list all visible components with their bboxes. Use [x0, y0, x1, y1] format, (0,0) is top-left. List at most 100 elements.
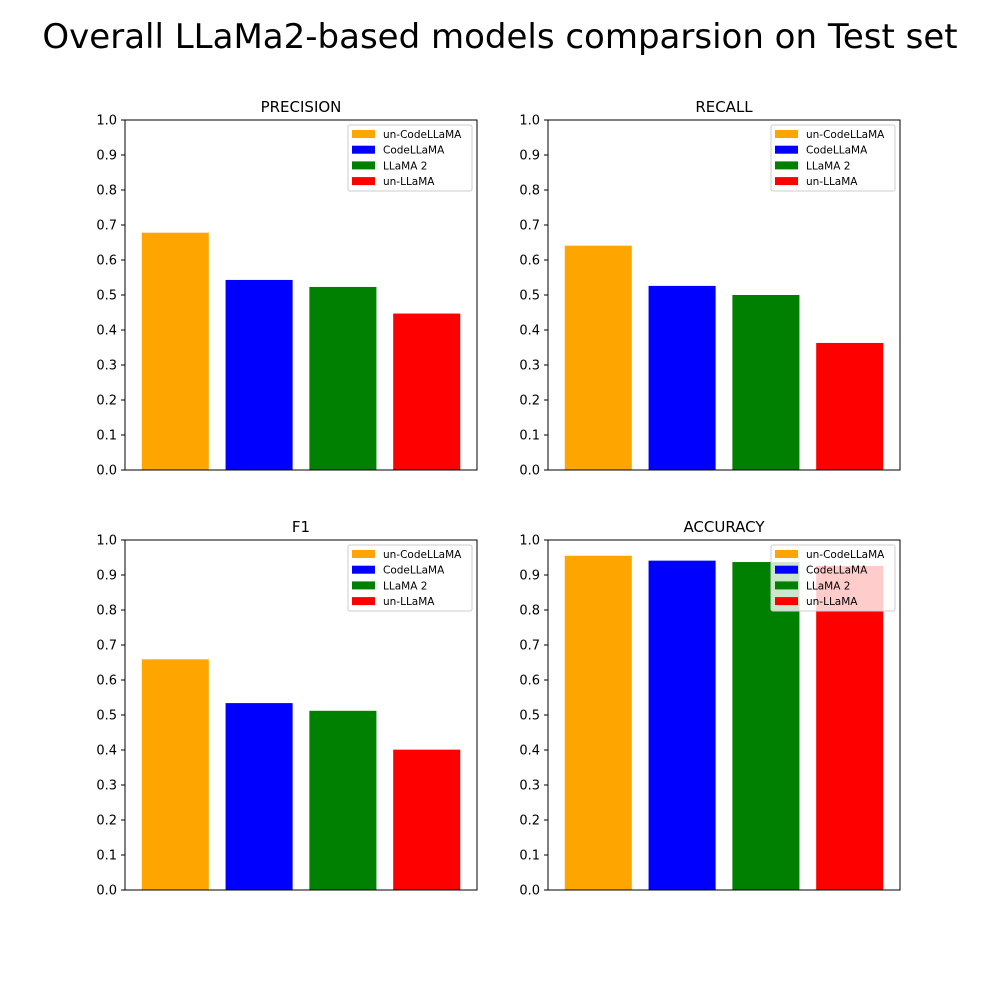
legend-label: CodeLLaMA — [806, 145, 868, 157]
y-tick-label: 0.1 — [96, 849, 117, 864]
legend-label: CodeLLaMA — [383, 145, 445, 157]
subplot-grid: PRECISION 0.0 0.1 0.2 0.3 0.4 0.5 0.6 0.7 0.8 0.9 1… — [96, 98, 901, 899]
legend-label: LLaMA 2 — [806, 160, 850, 172]
y-tick-label: 0.3 — [519, 359, 540, 374]
legend-swatch — [775, 550, 798, 558]
bar-precision-3 — [309, 286, 377, 470]
y-tick-label: 0.7 — [96, 219, 117, 234]
y-tick-label: 0.4 — [96, 324, 117, 339]
legend-label: un-LLaMA — [806, 176, 858, 188]
y-tick-label: 0.3 — [96, 359, 117, 374]
legend-swatch — [352, 581, 375, 590]
legend-swatch — [775, 145, 798, 154]
subplot-title: ACCURACY — [683, 518, 765, 536]
y-tick-label: 0.9 — [96, 569, 117, 584]
legend-swatch — [352, 565, 375, 574]
y-tick-label: 0.5 — [519, 709, 540, 724]
y-tick-label: 0.0 — [519, 884, 540, 899]
axes-frame — [124, 119, 478, 471]
legend-label: un-CodeLLaMA — [806, 549, 885, 561]
legend-label: LLaMA 2 — [383, 580, 427, 592]
y-tick-label: 0.6 — [96, 254, 117, 269]
subplot-title: F1 — [292, 518, 310, 536]
subplot-title: RECALL — [695, 98, 753, 116]
legend-label: CodeLLaMA — [806, 565, 868, 577]
legend-label: un-CodeLLaMA — [383, 549, 462, 561]
y-tick-label: 0.4 — [96, 744, 117, 759]
legend-label: un-LLaMA — [806, 596, 858, 608]
bar-recall-1 — [564, 245, 632, 470]
legend-label: CodeLLaMA — [383, 565, 445, 577]
y-tick-label: 0.1 — [96, 429, 117, 444]
y-tick-label: 0.7 — [519, 639, 540, 654]
legend-swatch — [352, 130, 375, 138]
y-tick-label: 0.8 — [519, 184, 540, 199]
y-tick-label: 0.9 — [519, 149, 540, 164]
y-tick-label: 0.2 — [519, 394, 540, 409]
legend: un-CodeLLaMA CodeLLaMA LLaMA 2 un-LLaMA — [770, 544, 896, 612]
legend-label: un-CodeLLaMA — [383, 129, 462, 141]
bar-f1-4 — [393, 749, 461, 890]
subplot-f1: F1 0.0 0.1 0.2 0.3 0.4 0.5 0.6 0.7 0.8 0.9 1.0 un-Co… — [96, 518, 478, 899]
y-tick-label: 0.3 — [519, 779, 540, 794]
subplot-title: PRECISION — [261, 98, 342, 116]
y-tick-label: 1.0 — [519, 534, 540, 549]
y-tick-label: 0.2 — [96, 394, 117, 409]
y-tick-label: 1.0 — [96, 114, 117, 129]
y-tick-label: 0.9 — [519, 569, 540, 584]
bar-precision-4 — [393, 313, 461, 470]
axes-frame — [124, 539, 478, 891]
y-tick-label: 0.0 — [96, 464, 117, 479]
bar-precision-2 — [225, 279, 293, 470]
legend-label: LLaMA 2 — [383, 160, 427, 172]
y-tick-label: 0.5 — [96, 709, 117, 724]
legend-label: un-CodeLLaMA — [806, 129, 885, 141]
legend-frame — [770, 544, 896, 612]
legend: un-CodeLLaMA CodeLLaMA LLaMA 2 un-LLaMA — [347, 544, 473, 612]
y-tick-label: 0.3 — [96, 779, 117, 794]
legend-label: un-LLaMA — [383, 596, 435, 608]
legend-swatch — [775, 581, 798, 590]
legend-swatch — [352, 597, 375, 606]
bar-f1-2 — [225, 703, 293, 890]
y-tick-label: 0.5 — [519, 289, 540, 304]
y-tick-label: 0.1 — [519, 429, 540, 444]
bar-f1-3 — [309, 710, 377, 890]
y-tick-label: 0.6 — [96, 674, 117, 689]
legend-swatch — [775, 597, 798, 606]
y-tick-label: 0.7 — [96, 639, 117, 654]
y-tick-label: 0.7 — [519, 219, 540, 234]
legend-swatch — [775, 177, 798, 186]
legend-swatch — [775, 130, 798, 138]
subplot-accuracy: ACCURACY 0.0 0.1 0.2 0.3 0.4 0.5 0.6 0.7 0.8 0.9 1.… — [519, 518, 901, 899]
legend-label: un-LLaMA — [383, 176, 435, 188]
axes-frame — [547, 539, 901, 891]
y-tick-label: 0.0 — [96, 884, 117, 899]
y-tick-label: 0.8 — [96, 604, 117, 619]
legend-label: LLaMA 2 — [806, 580, 850, 592]
bar-accuracy-2 — [648, 560, 716, 890]
bar-f1-1 — [141, 659, 209, 890]
legend-swatch — [775, 161, 798, 170]
y-tick-label: 0.2 — [96, 814, 117, 829]
y-tick-label: 0.4 — [519, 324, 540, 339]
bar-accuracy-4 — [816, 565, 884, 890]
bar-accuracy-1 — [564, 555, 632, 890]
y-tick-label: 0.1 — [519, 849, 540, 864]
y-tick-label: 0.4 — [519, 744, 540, 759]
y-tick-label: 0.6 — [519, 254, 540, 269]
bar-recall-3 — [732, 295, 800, 470]
legend-swatch — [352, 161, 375, 170]
y-tick-label: 0.8 — [96, 184, 117, 199]
legend: un-CodeLLaMA CodeLLaMA LLaMA 2 un-LLaMA — [770, 124, 896, 192]
subplot-recall: RECALL 0.0 0.1 0.2 0.3 0.4 0.5 0.6 0.7 0.8 0.9 1.0 u… — [519, 98, 901, 479]
legend-swatch — [352, 550, 375, 558]
y-tick-label: 1.0 — [519, 114, 540, 129]
bar-accuracy-3 — [732, 562, 800, 890]
figure-title: Overall LLaMa2-based models comparsion o… — [42, 17, 957, 57]
legend-frame — [347, 124, 473, 192]
legend-swatch — [352, 177, 375, 186]
bar-recall-4 — [816, 342, 884, 470]
axes-frame — [547, 119, 901, 471]
